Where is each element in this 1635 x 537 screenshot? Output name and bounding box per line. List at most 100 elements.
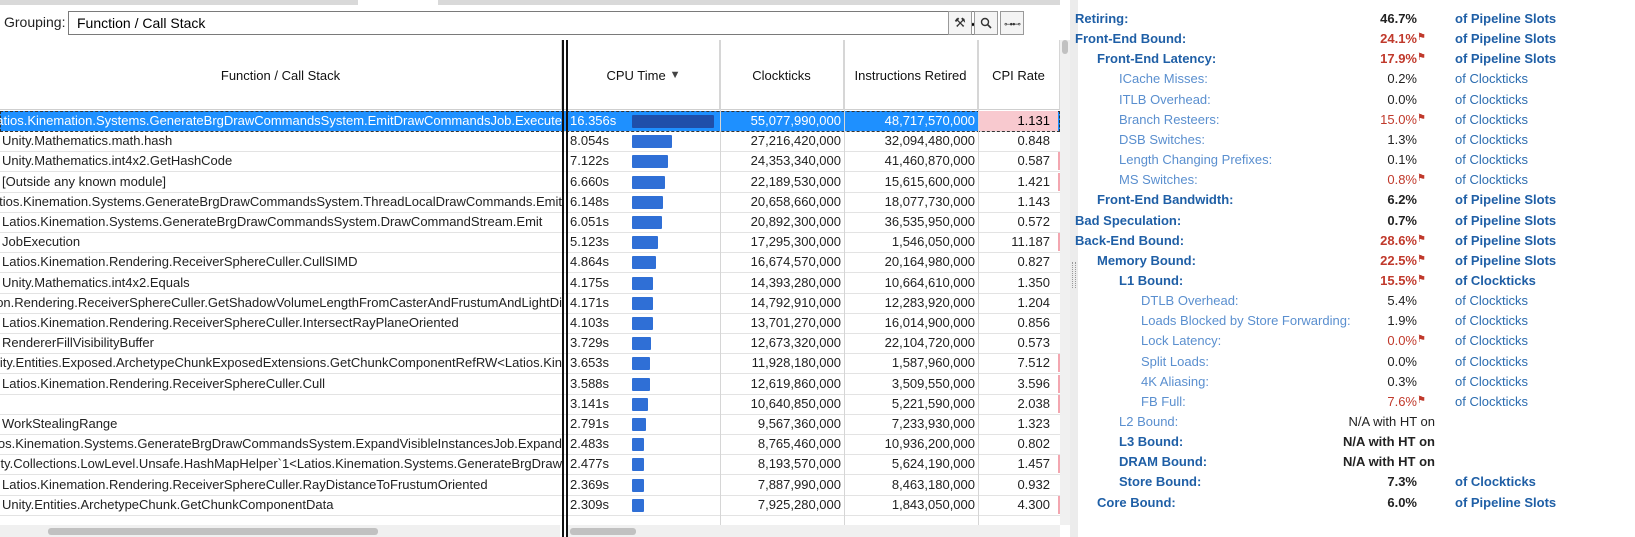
- table-row[interactable]: Unity.Mathematics.int4x2.GetHashCode 7.12…: [0, 151, 1060, 173]
- column-header-cpu-time[interactable]: CPU Time ▼: [568, 40, 720, 110]
- metric-name-link[interactable]: L1 Bound:: [1119, 272, 1184, 288]
- cpu-time-value: 2.483s: [570, 436, 610, 452]
- metric-name-link[interactable]: Front-End Latency:: [1097, 51, 1217, 67]
- function-name: Unity.Mathematics.int4x2.Equals: [2, 274, 190, 290]
- table-row[interactable]: Latios.Kinemation.Rendering.ReceiverSphe…: [0, 374, 1060, 395]
- metric-name-link[interactable]: L2 Bound:: [1119, 414, 1179, 429]
- table-row[interactable]: RendererFillVisibilityBuffer 3.729s 12,673…: [0, 333, 1060, 355]
- horizontal-scrollbar-function[interactable]: [0, 525, 560, 537]
- grouping-select[interactable]: Function / Call Stack: [68, 11, 982, 35]
- metric-name-link[interactable]: DSB Switches:: [1119, 131, 1205, 147]
- metric-name-link[interactable]: FB Full:: [1141, 393, 1186, 409]
- cpi-rate-cell: 0.827: [1017, 254, 1050, 270]
- metric-name-link[interactable]: Length Changing Prefixes:: [1119, 152, 1273, 168]
- metric-name-link[interactable]: Loads Blocked by Store Forwarding:: [1141, 313, 1351, 329]
- table-row[interactable]: Latios.Kinemation.Systems.GenerateBrgDra…: [0, 192, 1060, 213]
- metric-name-link[interactable]: Front-End Bandwidth:: [1097, 192, 1234, 208]
- cpi-warning-marker: [1058, 354, 1060, 373]
- table-row[interactable]: 3.141s 10,640,850,000 5,221,590,000 2.038: [0, 394, 1060, 415]
- active-tab[interactable]: [358, 0, 438, 5]
- scrollbar-thumb[interactable]: [48, 528, 378, 535]
- link-button[interactable]: ⊶⊷: [1000, 11, 1024, 35]
- table-row[interactable]: Unity.Mathematics.int4x2.Equals 4.175s 14,…: [0, 273, 1060, 294]
- table-row[interactable]: Unity.Entities.Exposed.ArchetypeChunkExp…: [0, 353, 1060, 375]
- metric-unit-link[interactable]: of Clockticks: [1455, 152, 1528, 168]
- metric-unit-link[interactable]: of Pipeline Slots: [1455, 192, 1557, 208]
- cpu-time-cell: 6.148s: [568, 192, 720, 212]
- metric-name-link[interactable]: ICache Misses:: [1119, 71, 1208, 87]
- scrollbar-thumb[interactable]: [1062, 40, 1068, 54]
- metric-unit-link[interactable]: of Pipeline Slots: [1455, 11, 1557, 26]
- tools-button[interactable]: ⚒: [948, 11, 972, 35]
- table-row[interactable]: Latios.Kinemation.Rendering.ReceiverSphe…: [0, 293, 1060, 314]
- metric-unit-link[interactable]: of Pipeline Slots: [1455, 494, 1557, 510]
- table-row[interactable]: Latios.Kinemation.Rendering.ReceiverSphe…: [0, 313, 1060, 334]
- scrollbar-thumb[interactable]: [570, 528, 636, 535]
- table-row[interactable]: Latios.Kinemation.Rendering.ReceiverSphe…: [0, 475, 1060, 496]
- table-row[interactable]: Latios.Kinemation.Rendering.ReceiverSphe…: [0, 252, 1060, 274]
- metric-unit-link[interactable]: of Clockticks: [1455, 373, 1528, 389]
- column-header-cpi-rate[interactable]: CPI Rate: [978, 40, 1060, 110]
- metric-name-link[interactable]: MS Switches:: [1119, 172, 1198, 188]
- metric-name-link[interactable]: DTLB Overhead:: [1141, 293, 1239, 309]
- metric-name-link[interactable]: Retiring:: [1075, 11, 1129, 26]
- warning-flag-icon: ⚑: [1417, 173, 1426, 185]
- table-row[interactable]: Unity.Entities.ArchetypeChunk.GetChunkCo…: [0, 495, 1060, 516]
- table-row[interactable]: [Outside any known module] 6.660s 22,189,5…: [0, 172, 1060, 193]
- splitter-grip-icon: [1072, 262, 1076, 288]
- pane-splitter[interactable]: [1070, 0, 1078, 537]
- metric-name-link[interactable]: Memory Bound:: [1097, 252, 1196, 268]
- function-name: Unity.Mathematics.math.hash: [2, 133, 173, 149]
- metric-unit-link[interactable]: of Clockticks: [1455, 293, 1528, 309]
- metric-unit-link[interactable]: of Clockticks: [1455, 333, 1528, 349]
- warning-flag-icon: ⚑: [1417, 334, 1426, 346]
- vertical-scrollbar[interactable]: [1060, 40, 1070, 525]
- instructions-retired-cell: 1,546,050,000: [891, 234, 975, 250]
- instructions-retired-cell: 10,664,610,000: [884, 274, 975, 290]
- table-row[interactable]: Latios.Kinemation.Systems.GenerateBrgDra…: [0, 111, 1060, 132]
- metric-unit-link[interactable]: of Clockticks: [1455, 172, 1528, 188]
- function-name: Latios.Kinemation.Systems.GenerateBrgDra…: [0, 193, 562, 209]
- metric-unit-link[interactable]: of Clockticks: [1455, 272, 1536, 288]
- metric-unit-link[interactable]: of Pipeline Slots: [1455, 212, 1557, 228]
- metric-unit-link[interactable]: of Clockticks: [1455, 91, 1528, 107]
- metric-unit-link[interactable]: of Clockticks: [1455, 111, 1528, 127]
- cpu-time-value: 6.660s: [570, 173, 610, 189]
- metric-name-link[interactable]: DRAM Bound:: [1119, 454, 1208, 470]
- metric-unit-link[interactable]: of Pipeline Slots: [1455, 232, 1557, 248]
- metric-unit-link[interactable]: of Pipeline Slots: [1455, 31, 1557, 47]
- metric-name-link[interactable]: Bad Speculation:: [1075, 212, 1182, 228]
- metric-name-link[interactable]: Core Bound:: [1097, 494, 1176, 510]
- metric-name-link[interactable]: Branch Resteers:: [1119, 111, 1220, 127]
- table-row[interactable]: Latios.Kinemation.Systems.GenerateBrgDra…: [0, 434, 1060, 456]
- metric-name-link[interactable]: ITLB Overhead:: [1119, 91, 1211, 107]
- metric-unit-link[interactable]: of Clockticks: [1455, 474, 1536, 490]
- column-header-instructions-retired[interactable]: Instructions Retired: [844, 40, 978, 110]
- metric-unit-link[interactable]: of Clockticks: [1455, 71, 1528, 87]
- metric-unit-link[interactable]: of Clockticks: [1455, 353, 1528, 369]
- metric-unit-link[interactable]: of Clockticks: [1455, 131, 1528, 147]
- metric-name-link[interactable]: 4K Aliasing:: [1141, 373, 1209, 389]
- metric-name-link[interactable]: Split Loads:: [1141, 353, 1209, 369]
- column-splitter[interactable]: [562, 40, 564, 537]
- column-header-clockticks[interactable]: Clockticks: [720, 40, 844, 110]
- metric-name-link[interactable]: Store Bound:: [1119, 474, 1202, 490]
- column-header-function[interactable]: Function / Call Stack: [0, 40, 562, 110]
- search-button[interactable]: [974, 11, 998, 35]
- metric-name-link[interactable]: Lock Latency:: [1141, 333, 1222, 349]
- cpu-time-bar: [632, 236, 658, 250]
- horizontal-scrollbar-metrics[interactable]: [568, 525, 1060, 537]
- metric-unit-link[interactable]: of Pipeline Slots: [1455, 51, 1557, 67]
- metric-name-link[interactable]: L3 Bound:: [1119, 434, 1184, 450]
- table-row[interactable]: Unity.Mathematics.math.hash 8.054s 27,216,…: [0, 131, 1060, 153]
- metric-name-link[interactable]: Back-End Bound:: [1075, 232, 1185, 248]
- table-row[interactable]: Latios.Kinemation.Systems.GenerateBrgDra…: [0, 212, 1060, 233]
- metric-unit-link[interactable]: of Clockticks: [1455, 313, 1528, 329]
- metric-name-link[interactable]: Front-End Bound:: [1075, 31, 1187, 47]
- table-row[interactable]: WorkStealingRange 2.791s 9,567,360,000 7,23…: [0, 414, 1060, 435]
- table-row[interactable]: Unity.Collections.LowLevel.Unsafe.HashMa…: [0, 454, 1060, 476]
- table-row[interactable]: JobExecution 5.123s 17,295,300,000 1,546,05…: [0, 232, 1060, 254]
- metric-unit-link[interactable]: of Clockticks: [1455, 393, 1528, 409]
- metric-unit-link[interactable]: of Pipeline Slots: [1455, 252, 1557, 268]
- instructions-retired-cell: 8,463,180,000: [891, 476, 975, 492]
